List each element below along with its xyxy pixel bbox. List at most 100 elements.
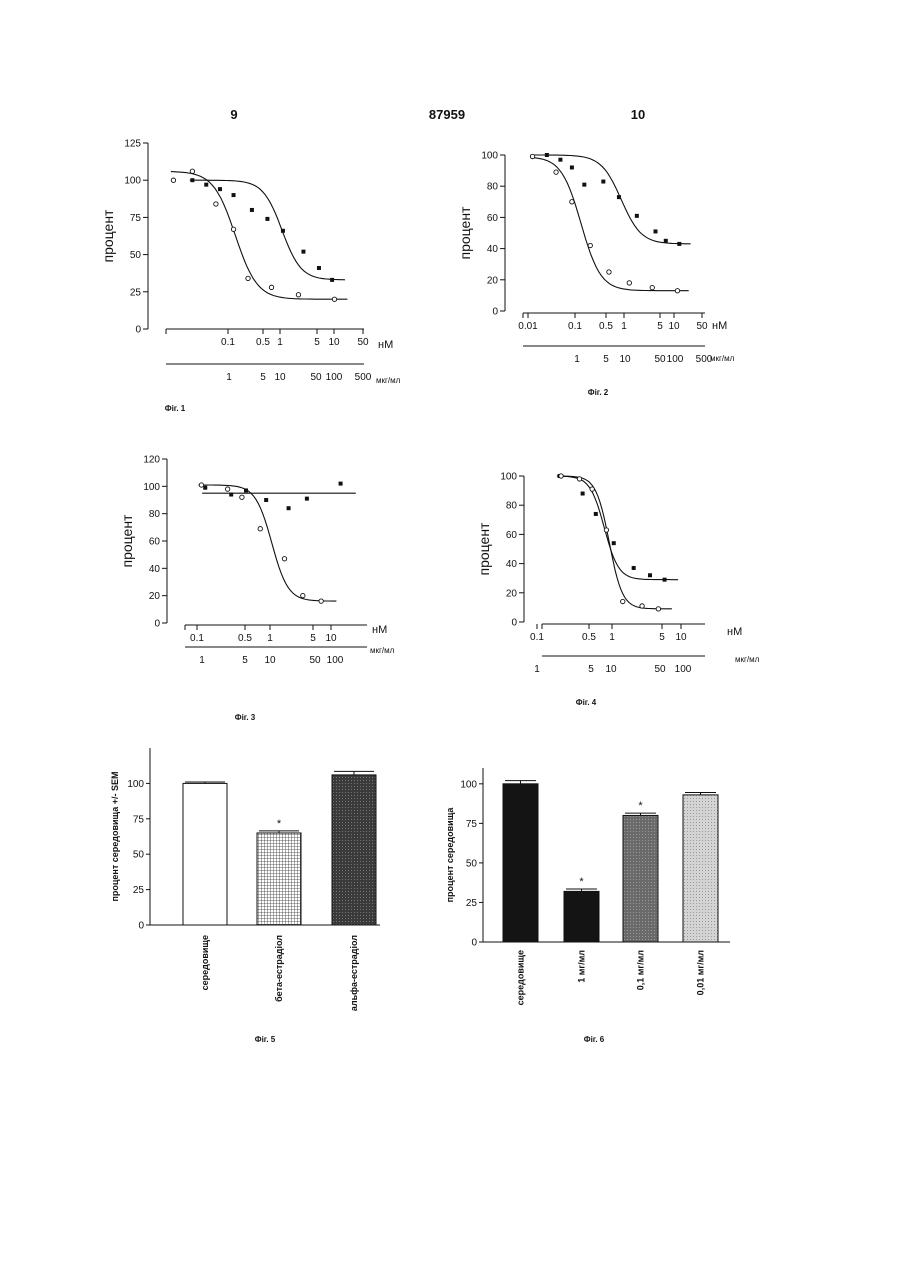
x-tick-label: 0.5 [256, 337, 270, 348]
y-tick-label: 80 [487, 182, 499, 193]
y-tick-label: 0 [135, 325, 141, 336]
x_axis1-unit: нМ [712, 320, 727, 332]
x-tick-label: 0.01 [518, 321, 538, 332]
data-point-filled [265, 217, 269, 221]
data-point-filled [594, 512, 598, 516]
data-point-filled [281, 229, 285, 233]
x-tick-label: 1 [609, 632, 615, 643]
x-tick-label: 1 [534, 664, 540, 675]
x-tick-label: 50 [696, 321, 708, 332]
y-tick-label: 60 [506, 530, 518, 541]
data-point-open [258, 527, 262, 531]
data-point-open [530, 154, 534, 158]
category-label: 1 мг/мл [577, 950, 587, 983]
x_axis1-unit: нМ [378, 339, 393, 351]
data-point-filled [558, 158, 562, 162]
x-tick-label: 5 [260, 372, 266, 383]
y-tick-label: 75 [466, 819, 478, 830]
data-point-filled [677, 242, 681, 246]
y-tick-label: 100 [127, 779, 144, 790]
page-number-left: 9 [230, 107, 237, 122]
y-tick-label: 100 [460, 779, 477, 790]
x-tick-label: 5 [588, 664, 594, 675]
data-point-open [332, 297, 336, 301]
data-point-open [246, 276, 250, 280]
data-point-filled [663, 578, 667, 582]
data-point-open [199, 483, 203, 487]
y-tick-label: 100 [481, 151, 498, 162]
fit-curve-series-2 [198, 485, 336, 601]
figure-1-chart: 0255075100125процент0.10.5151050нМ151050… [100, 139, 401, 414]
data-point-filled [190, 178, 194, 182]
data-point-open [231, 227, 235, 231]
x-tick-label: 1 [277, 337, 283, 348]
data-point-filled [654, 229, 658, 233]
category-label: середовище [516, 950, 526, 1005]
x-tick-label: 0.5 [599, 321, 613, 332]
x-tick-label: 1 [199, 655, 205, 666]
data-point-filled [635, 214, 639, 218]
fit-curve-series-1 [530, 155, 690, 244]
y-tick-label: 25 [130, 287, 142, 298]
fit-curve-series-2 [171, 172, 348, 300]
x-tick-label: 0.5 [238, 633, 252, 644]
x-tick-label: 1 [574, 354, 580, 365]
y-tick-label: 100 [124, 176, 141, 187]
category-label: середовище [200, 935, 210, 990]
data-point-filled [287, 506, 291, 510]
y-axis-label: процент [100, 209, 116, 263]
x-tick-label: 0.1 [221, 337, 235, 348]
x-tick-label: 10 [325, 633, 337, 644]
y-tick-label: 0 [492, 307, 498, 318]
data-point-filled [570, 165, 574, 169]
bar-4 [683, 795, 718, 942]
figure-5-chart: 0255075100процент середовища +/- SEMсере… [110, 748, 380, 1044]
data-point-filled [581, 492, 585, 496]
y-tick-label: 100 [143, 482, 160, 493]
x-tick-label: 10 [264, 655, 276, 666]
data-point-filled [339, 482, 343, 486]
bar-1 [183, 783, 227, 925]
y-tick-label: 125 [124, 139, 141, 150]
x-tick-label: 100 [675, 664, 692, 675]
data-point-open [171, 178, 175, 182]
data-point-open [627, 281, 631, 285]
x_axis2-unit: мкг/мл [370, 646, 395, 655]
data-point-filled [229, 493, 233, 497]
x-tick-label: 50 [654, 354, 666, 365]
data-point-filled [664, 239, 668, 243]
bar-2 [257, 833, 301, 925]
data-point-open [554, 170, 558, 174]
x-tick-label: 5 [657, 321, 663, 332]
y-tick-label: 20 [506, 588, 518, 599]
x-tick-label: 1 [226, 372, 232, 383]
y-tick-label: 0 [154, 619, 160, 630]
x-tick-label: 0.5 [582, 632, 596, 643]
x_axis2-unit: мкг/мл [710, 354, 735, 363]
data-point-filled [204, 183, 208, 187]
data-point-open [319, 599, 323, 603]
x-tick-label: 50 [654, 664, 666, 675]
data-point-open [559, 474, 563, 478]
x-tick-label: 5 [659, 632, 665, 643]
bar-3 [332, 775, 376, 925]
y-tick-label: 25 [133, 885, 145, 896]
data-point-filled [648, 573, 652, 577]
figure-caption: Фіг. 3 [235, 713, 256, 722]
y-tick-label: 50 [466, 858, 478, 869]
data-point-open [240, 495, 244, 499]
y-tick-label: 40 [149, 564, 161, 575]
y-tick-label: 75 [130, 213, 142, 224]
data-point-filled [250, 208, 254, 212]
x-tick-label: 100 [327, 655, 344, 666]
data-point-filled [317, 266, 321, 270]
category-label: бета-естрадіол [274, 935, 284, 1002]
y-tick-label: 50 [130, 250, 142, 261]
x-tick-label: 100 [326, 372, 343, 383]
data-point-filled [301, 250, 305, 254]
x-tick-label: 10 [675, 632, 687, 643]
y-tick-label: 75 [133, 814, 145, 825]
data-point-filled [232, 193, 236, 197]
fit-curve-series-1 [557, 476, 678, 580]
